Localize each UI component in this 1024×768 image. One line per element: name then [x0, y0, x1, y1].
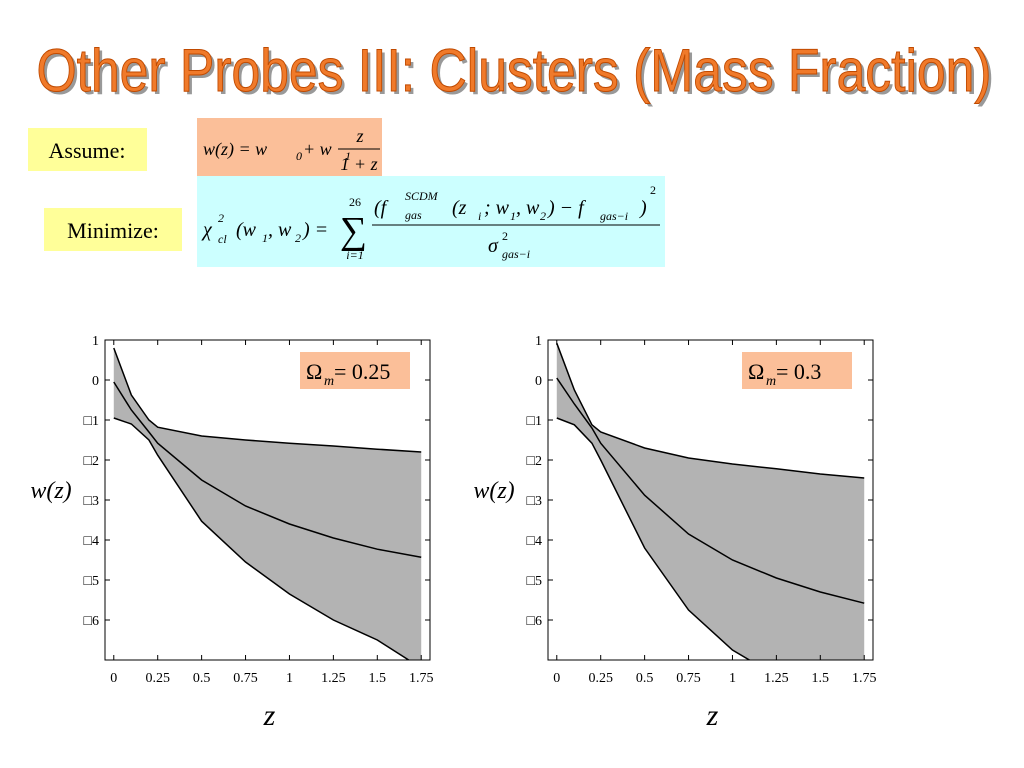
eq-part: i — [478, 209, 481, 223]
eq-part: gas−i — [502, 247, 530, 261]
y-tick-label: □4 — [84, 534, 99, 549]
eq-part: z — [355, 126, 363, 146]
eq-part: 2 — [295, 231, 301, 245]
y-axis-label: w(z) — [473, 478, 514, 504]
eq-part: ) − f — [547, 197, 586, 219]
x-tick-label: 0.25 — [145, 671, 170, 686]
annotation-box — [300, 352, 410, 389]
plot — [556, 342, 865, 660]
annotation: Ω — [306, 359, 322, 384]
minimize-box — [44, 208, 182, 251]
x-tick-label: 0 — [553, 671, 560, 686]
eq-part: 2 — [650, 183, 656, 197]
equation-2: χ cl 2 (w 1 , w 2 ) = ∑ 26 i=1 (f SCDM g… — [201, 183, 660, 262]
x-tick-label: 1.25 — [764, 671, 789, 686]
curve — [113, 417, 411, 660]
annotation: m — [324, 374, 334, 389]
x-axis-label: z — [263, 699, 276, 732]
minimize-label: Minimize: — [67, 218, 159, 243]
y-tick-label: 0 — [92, 374, 99, 389]
curve — [113, 347, 422, 453]
eq-part: 1 — [262, 231, 268, 245]
annotation: m — [766, 374, 776, 389]
x-tick-label: 1.5 — [369, 671, 387, 686]
eq-part: , w — [516, 197, 540, 219]
x-tick-label: 1 — [286, 671, 293, 686]
eq-part: gas−i — [600, 209, 628, 223]
annotation-box — [742, 352, 852, 389]
curve — [556, 377, 865, 604]
annotation: = 0.3 — [776, 359, 821, 384]
y-tick-label: □5 — [84, 574, 99, 589]
y-tick-label: □5 — [527, 574, 542, 589]
eq-part: 2 — [502, 229, 508, 243]
plot — [113, 347, 422, 660]
eq-part: 0 — [296, 149, 302, 163]
assume-box — [28, 128, 147, 171]
y-tick-label: □1 — [84, 414, 99, 429]
x-tick-label: 0.75 — [676, 671, 701, 686]
eq-part: i=1 — [346, 248, 363, 262]
curve — [113, 381, 422, 558]
y-tick-label: 1 — [535, 334, 542, 349]
eq-part: 2 — [540, 209, 546, 223]
x-tick-label: 1.75 — [409, 671, 434, 686]
eq-part: ) — [639, 197, 647, 219]
x-tick-label: 1.75 — [852, 671, 877, 686]
x-tick-label: 0.5 — [636, 671, 654, 686]
eq-part: (w — [236, 219, 257, 241]
y-tick-label: □3 — [527, 494, 542, 509]
eq-part: 26 — [349, 195, 361, 209]
x-tick-label: 1 — [729, 671, 736, 686]
eq-part: σ — [488, 235, 499, 257]
eq-part: , w — [268, 219, 292, 241]
band-area — [556, 343, 865, 660]
eq-part: (z — [452, 197, 467, 219]
x-tick-label: 1.25 — [321, 671, 346, 686]
y-tick-label: □6 — [527, 614, 542, 629]
title-shadow: Other Probes III: Clusters (Mass Fractio… — [40, 40, 995, 107]
curve — [556, 417, 751, 660]
x-axis-label: z — [706, 699, 719, 732]
eq-part: + w — [303, 139, 332, 159]
y-tick-label: □2 — [84, 454, 99, 469]
y-tick-label: 1 — [92, 334, 99, 349]
y-tick-label: □6 — [84, 614, 99, 629]
eq-part: χ — [201, 219, 213, 241]
eq-part: 1 — [510, 209, 516, 223]
eq-part: ; w — [484, 197, 510, 219]
eq-part: w(z) = w — [203, 139, 267, 160]
equation-1-box — [197, 118, 382, 178]
y-tick-label: □4 — [527, 534, 542, 549]
x-tick-label: 0.25 — [588, 671, 613, 686]
eq-part: ) = — [302, 219, 328, 241]
eq-part: 1 + z — [340, 154, 377, 174]
y-tick-label: □1 — [527, 414, 542, 429]
eq-part: 2 — [218, 211, 224, 225]
eq-part: gas — [405, 208, 422, 222]
annotation: Ω — [748, 359, 764, 384]
eq-part: (f — [374, 197, 389, 219]
x-tick-label: 1.5 — [812, 671, 830, 686]
equation-1: w(z) = w 0 + w 1 z 1 + z — [203, 126, 380, 174]
y-tick-label: □3 — [84, 494, 99, 509]
title: Other Probes III: Clusters (Mass Fractio… — [37, 37, 992, 104]
assume-label: Assume: — [49, 138, 126, 163]
annotation: = 0.25 — [334, 359, 390, 384]
x-tick-label: 0.75 — [233, 671, 258, 686]
eq-part: 1 — [345, 149, 351, 163]
curve — [556, 342, 865, 479]
eq-part: cl — [218, 232, 227, 246]
y-tick-label: 0 — [535, 374, 542, 389]
eq-part: ∑ — [340, 210, 367, 252]
y-tick-label: □2 — [527, 454, 542, 469]
eq-part: SCDM — [405, 189, 439, 203]
band-area — [113, 348, 422, 660]
x-tick-label: 0 — [110, 671, 117, 686]
equation-2-box — [197, 176, 665, 267]
y-axis-label: w(z) — [30, 478, 71, 504]
x-tick-label: 0.5 — [193, 671, 211, 686]
